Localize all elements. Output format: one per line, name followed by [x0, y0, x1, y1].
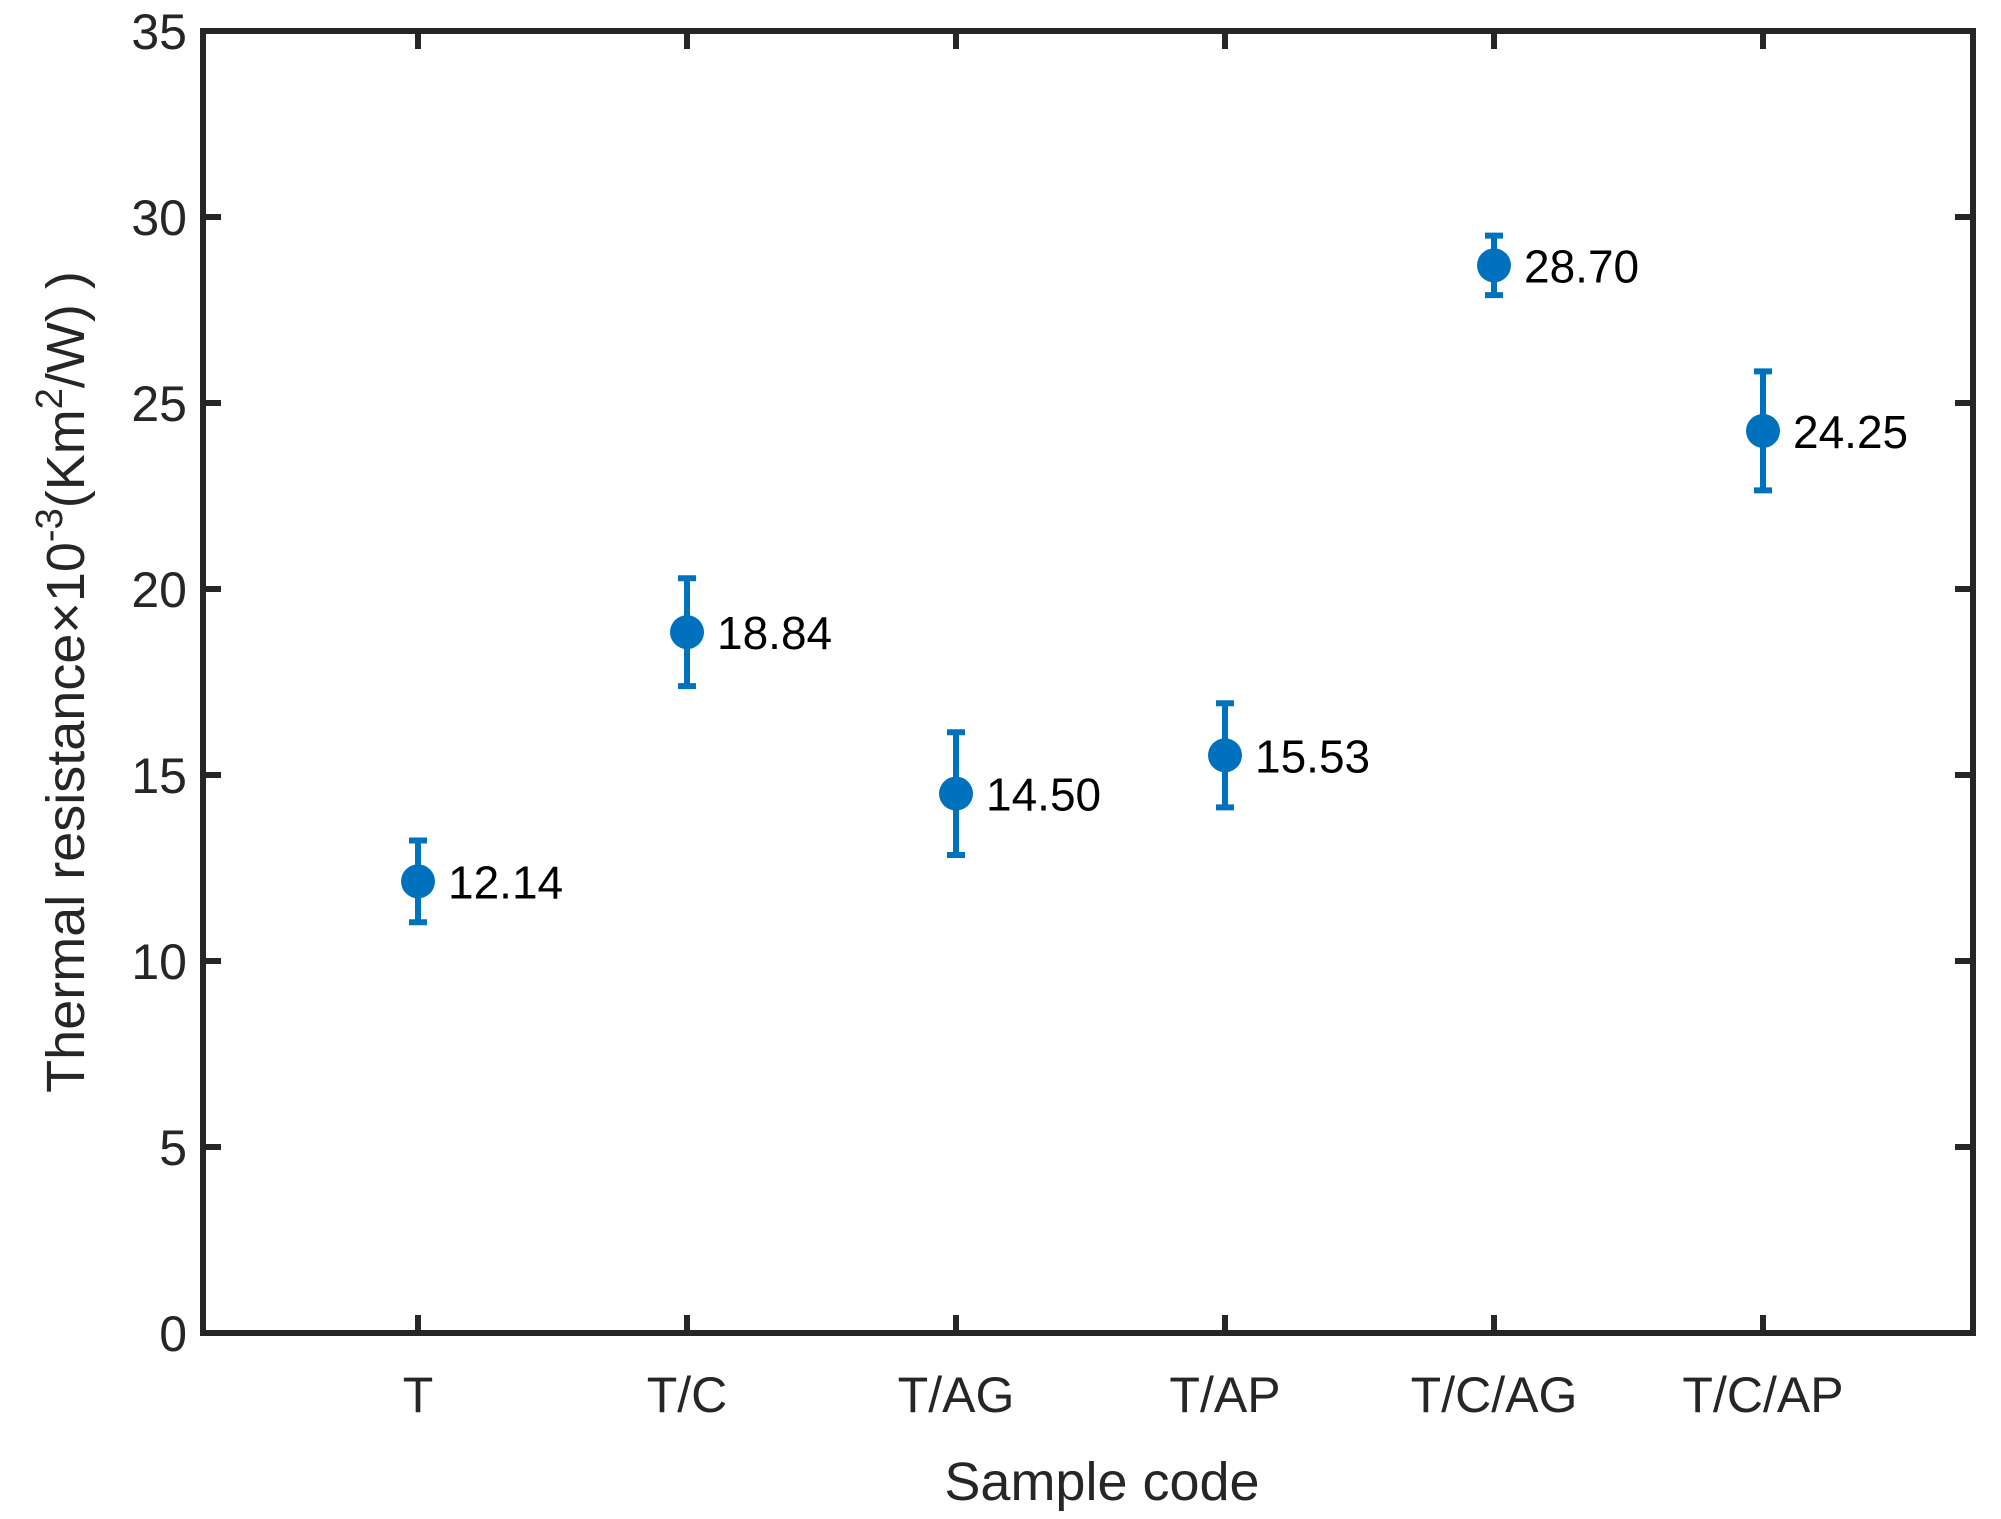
data-label: 18.84 — [717, 607, 832, 659]
x-tick-label: T/C/AG — [1411, 1367, 1578, 1423]
plot-frame — [200, 28, 1976, 1336]
data-point — [401, 864, 435, 899]
marks-layer: 12.14 18.84 14.50 15.53 28.70 24.25 — [401, 232, 1908, 926]
data-point — [1477, 248, 1511, 283]
data-label: 28.70 — [1524, 240, 1639, 292]
x-tick-label: T/C/AP — [1682, 1367, 1843, 1423]
data-point — [1208, 738, 1242, 773]
y-axis-title-suffix: /W) ) — [36, 271, 96, 388]
y-axis-title-exponent-2: 2 — [29, 388, 71, 409]
x-tick-label: T — [403, 1367, 434, 1423]
x-tick-label: T/AP — [1169, 1367, 1280, 1423]
data-label: 24.25 — [1793, 406, 1908, 458]
y-tick-label: 5 — [159, 1120, 187, 1176]
y-tick-label: 35 — [131, 4, 187, 60]
x-tick-label: T/AG — [898, 1367, 1015, 1423]
x-axis-title: Sample code — [944, 1452, 1259, 1512]
y-tick-label: 0 — [159, 1306, 187, 1362]
data-point — [939, 776, 973, 811]
y-tick-label: 20 — [131, 562, 187, 618]
y-tick-label: 30 — [131, 190, 187, 246]
ticks-layer: 0 5 10 15 20 25 30 35 T T/C T/AG T/AP T/C/AG T/C/AP — [131, 4, 1973, 1423]
y-axis-title-mid: (Km — [36, 409, 96, 508]
data-point — [670, 615, 704, 650]
y-axis-title-prefix: Thermal resistance×10 — [36, 542, 96, 1093]
y-tick-label: 15 — [131, 748, 187, 804]
y-tick-label: 25 — [131, 376, 187, 432]
y-tick-label: 10 — [131, 934, 187, 990]
x-tick-label: T/C — [647, 1367, 728, 1423]
data-label: 12.14 — [448, 856, 563, 908]
data-label: 14.50 — [986, 769, 1101, 821]
data-point — [1746, 413, 1780, 448]
data-label: 15.53 — [1255, 730, 1370, 782]
y-axis-title-exponent-1: -3 — [29, 508, 71, 542]
y-axis-title: Thermal resistance×10-3(Km2/W) ) — [29, 271, 96, 1093]
